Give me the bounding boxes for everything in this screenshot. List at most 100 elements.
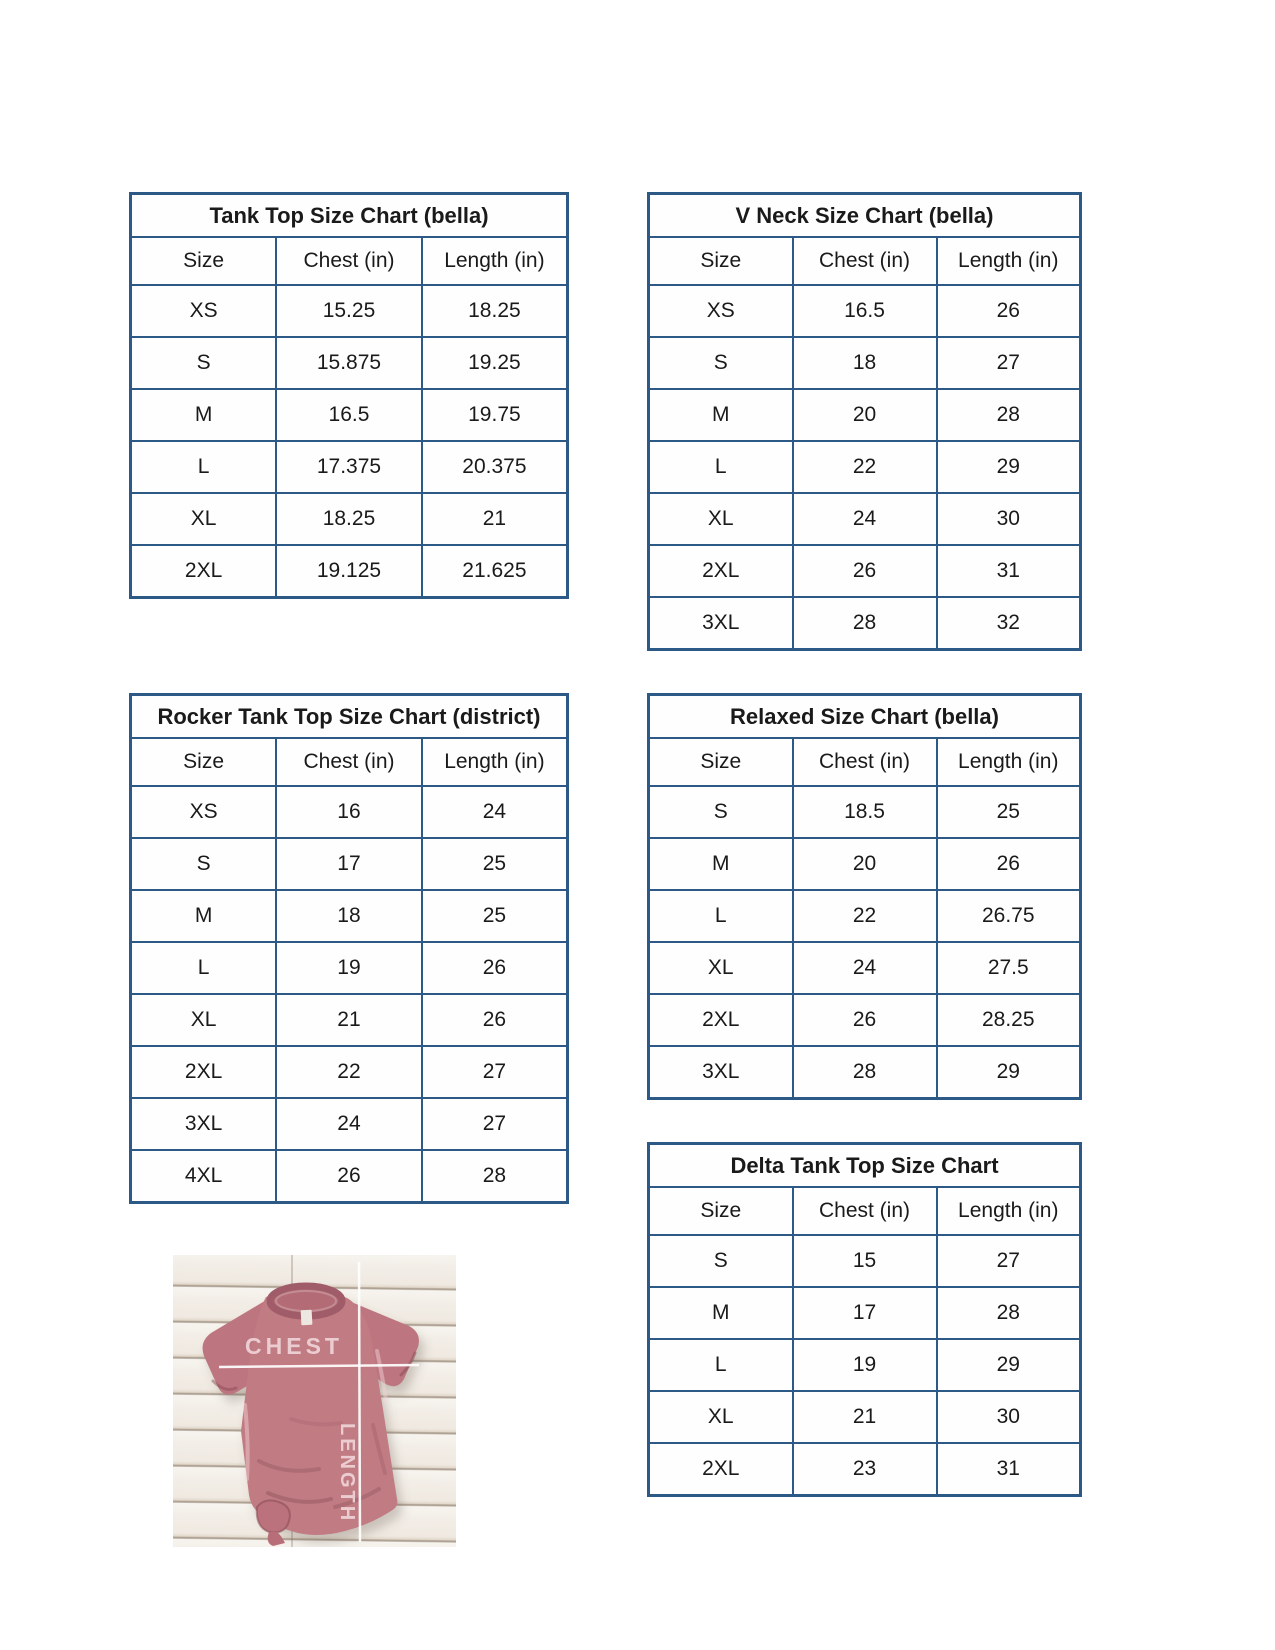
size-cell: 27 <box>420 1045 569 1099</box>
size-chart-table-v-neck: V Neck Size Chart (bella) Size Chest (in… <box>647 192 1082 651</box>
size-cell: 32 <box>935 596 1082 651</box>
size-cell: M <box>647 837 794 891</box>
size-cell: XL <box>647 1390 794 1444</box>
table-row: S 15 27 <box>647 1234 1082 1288</box>
table-row: 3XL 28 29 <box>647 1045 1082 1100</box>
size-cell: 25 <box>420 889 569 943</box>
size-cell: 28.25 <box>935 993 1082 1047</box>
size-cell: XS <box>129 785 278 839</box>
size-cell: 28 <box>791 1045 938 1100</box>
size-cell: 3XL <box>647 1045 794 1100</box>
table-title: Tank Top Size Chart (bella) <box>129 192 569 238</box>
table-title-row: Tank Top Size Chart (bella) <box>129 192 569 238</box>
size-cell: 26.75 <box>935 889 1082 943</box>
table-row: M 17 28 <box>647 1286 1082 1340</box>
table-row: XS 15.25 18.25 <box>129 284 569 338</box>
table-row: M 20 26 <box>647 837 1082 891</box>
table-row: XS 16 24 <box>129 785 569 839</box>
length-measure-line <box>357 1261 362 1543</box>
table-row: 2XL 26 28.25 <box>647 993 1082 1047</box>
size-cell: 21 <box>275 993 423 1047</box>
table-row: XL 24 30 <box>647 492 1082 546</box>
size-cell: 27 <box>420 1097 569 1151</box>
length-label: LENGTH <box>336 1423 358 1523</box>
table-row: 2XL 19.125 21.625 <box>129 544 569 599</box>
size-cell: 29 <box>935 1045 1082 1100</box>
column-header-size: Size <box>647 737 794 787</box>
size-cell: 28 <box>935 388 1082 442</box>
size-cell: 3XL <box>647 596 794 651</box>
size-cell: L <box>647 889 794 943</box>
size-cell: 2XL <box>129 1045 278 1099</box>
size-cell: 27 <box>935 1234 1082 1288</box>
size-cell: 28 <box>420 1149 569 1204</box>
size-cell: 24 <box>791 941 938 995</box>
chest-measure-line <box>218 1363 420 1369</box>
table-row: XL 21 30 <box>647 1390 1082 1444</box>
size-cell: XL <box>129 993 278 1047</box>
size-cell: XL <box>647 492 794 546</box>
size-cell: 15 <box>791 1234 938 1288</box>
table-row: XL 21 26 <box>129 993 569 1047</box>
column-header-size: Size <box>129 737 278 787</box>
table-row: L 22 26.75 <box>647 889 1082 943</box>
size-cell: L <box>129 440 278 494</box>
tshirt-graphic: CHEST LENGTH <box>202 1261 424 1546</box>
table-row: S 18.5 25 <box>647 785 1082 839</box>
chest-label: CHEST <box>245 1333 343 1359</box>
column-header-length: Length (in) <box>935 737 1082 787</box>
size-cell: S <box>647 785 794 839</box>
table-row: L 19 26 <box>129 941 569 995</box>
table-title: Rocker Tank Top Size Chart (district) <box>129 693 569 739</box>
size-cell: 16.5 <box>791 284 938 338</box>
size-cell: L <box>647 1338 794 1392</box>
table-row: 4XL 26 28 <box>129 1149 569 1204</box>
size-cell: 25 <box>420 837 569 891</box>
size-cell: 15.25 <box>275 284 423 338</box>
table-title: Delta Tank Top Size Chart <box>647 1142 1082 1188</box>
table-row: XS 16.5 26 <box>647 284 1082 338</box>
table-header-row: Size Chest (in) Length (in) <box>647 737 1082 787</box>
size-cell: S <box>129 837 278 891</box>
size-cell: 16.5 <box>275 388 423 442</box>
column-header-chest: Chest (in) <box>791 236 938 286</box>
size-cell: M <box>129 388 278 442</box>
size-cell: 22 <box>275 1045 423 1099</box>
table-title-row: Rocker Tank Top Size Chart (district) <box>129 693 569 739</box>
size-cell: 23 <box>791 1442 938 1497</box>
size-cell: 20 <box>791 388 938 442</box>
size-cell: 27.5 <box>935 941 1082 995</box>
column-header-chest: Chest (in) <box>791 1186 938 1236</box>
table-row: S 18 27 <box>647 336 1082 390</box>
size-cell: 28 <box>935 1286 1082 1340</box>
tshirt-measurement-photo: CHEST LENGTH <box>173 1255 456 1547</box>
size-cell: 17 <box>275 837 423 891</box>
size-cell: 28 <box>791 596 938 651</box>
size-cell: 30 <box>935 1390 1082 1444</box>
size-cell: 18 <box>791 336 938 390</box>
size-cell: 2XL <box>647 1442 794 1497</box>
shirt-hem-knot <box>255 1499 291 1546</box>
table-row: 2XL 26 31 <box>647 544 1082 598</box>
size-cell: 29 <box>935 1338 1082 1392</box>
size-chart-table-rocker-tank-top: Rocker Tank Top Size Chart (district) Si… <box>129 693 569 1204</box>
size-chart-table-tank-top: Tank Top Size Chart (bella) Size Chest (… <box>129 192 569 599</box>
table-title-row: Relaxed Size Chart (bella) <box>647 693 1082 739</box>
size-cell: 31 <box>935 1442 1082 1497</box>
size-cell: 3XL <box>129 1097 278 1151</box>
size-cell: 26 <box>791 993 938 1047</box>
table-row: 2XL 22 27 <box>129 1045 569 1099</box>
table-row: XL 18.25 21 <box>129 492 569 546</box>
table-title: Relaxed Size Chart (bella) <box>647 693 1082 739</box>
table-row: L 19 29 <box>647 1338 1082 1392</box>
column-header-chest: Chest (in) <box>791 737 938 787</box>
size-cell: 20 <box>791 837 938 891</box>
size-cell: XL <box>647 941 794 995</box>
size-cell: 24 <box>420 785 569 839</box>
table-header-row: Size Chest (in) Length (in) <box>647 1186 1082 1236</box>
size-cell: 16 <box>275 785 423 839</box>
size-cell: 15.875 <box>275 336 423 390</box>
size-cell: XL <box>129 492 278 546</box>
column-header-length: Length (in) <box>420 236 569 286</box>
size-cell: M <box>647 388 794 442</box>
